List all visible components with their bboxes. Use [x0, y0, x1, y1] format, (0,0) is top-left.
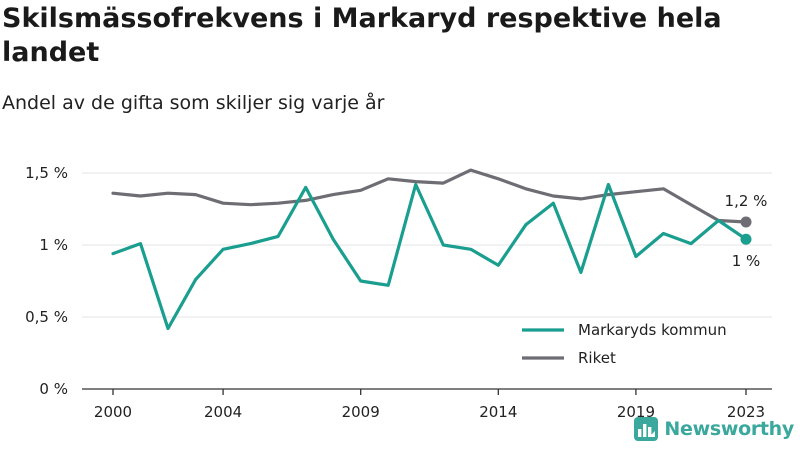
legend-label-riket: Riket	[578, 349, 616, 367]
y-tick-label: 1,5 %	[25, 164, 68, 182]
legend-label-markaryds-kommun: Markaryds kommun	[578, 321, 727, 339]
y-tick-label: 0 %	[39, 380, 68, 398]
gridlines	[82, 172, 772, 318]
bar-chart-logo-icon	[634, 417, 659, 441]
end-marker-markaryds-kommun	[740, 233, 752, 245]
series-line-riket	[111, 168, 748, 224]
x-tick-label: 2004	[204, 403, 242, 421]
x-tick-label: 2014	[479, 403, 517, 421]
end-label-riket: 1,2 %	[725, 192, 768, 210]
x-tick-label: 2023	[727, 403, 765, 421]
x-tick-label: 2000	[94, 403, 132, 421]
x-tick-label: 2019	[617, 403, 655, 421]
y-tick-label: 0,5 %	[25, 308, 68, 326]
x-tick-label: 2009	[342, 403, 380, 421]
end-marker-riket	[740, 216, 752, 228]
chart-title: Skilsmässofrekvens i Markaryd respektive…	[2, 3, 722, 68]
series-lines	[111, 168, 748, 331]
legend: Markaryds kommun Riket	[522, 321, 727, 367]
y-tick-label: 1 %	[39, 236, 68, 254]
end-label-markaryds-kommun: 1 %	[732, 252, 761, 270]
end-labels: 1,2 % 1 %	[725, 192, 768, 270]
logo-text: Newsworthy	[664, 418, 794, 440]
y-axis-ticks: 0 % 0,5 % 1 % 1,5 %	[25, 164, 68, 398]
x-axis: 2000 2004 2009 2014 2019 2023	[82, 388, 772, 421]
chart-subtitle: Andel av de gifta som skiljer sig varje …	[2, 92, 385, 114]
series-end-markers	[740, 216, 752, 245]
series-line-markaryds-kommun	[111, 182, 748, 331]
newsworthy-logo: Newsworthy	[633, 416, 794, 442]
